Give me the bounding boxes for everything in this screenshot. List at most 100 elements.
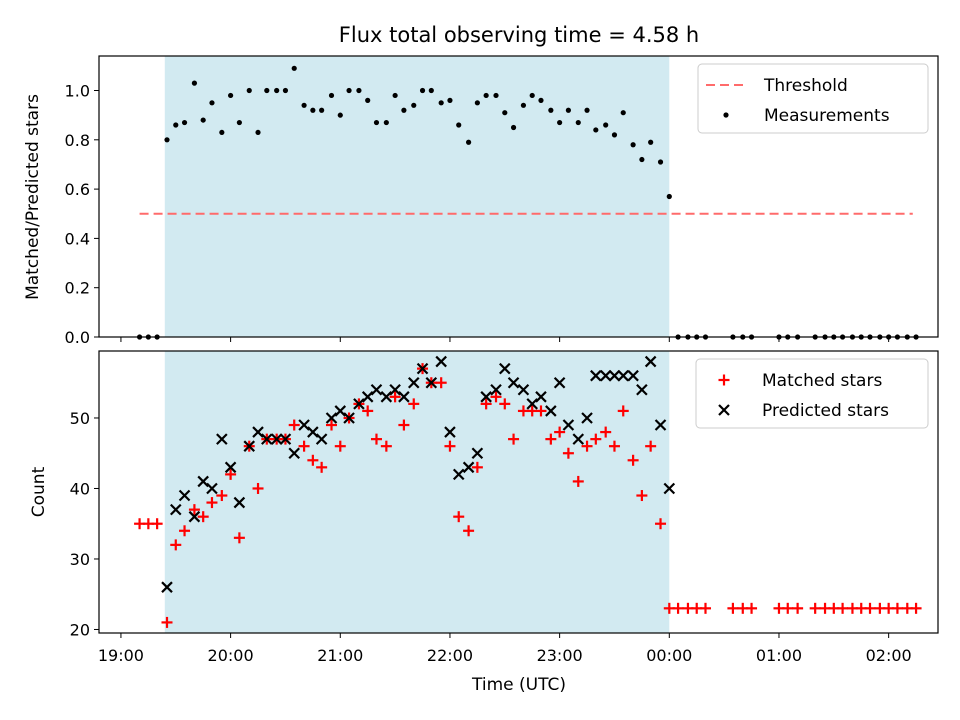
measurement-point xyxy=(310,107,316,113)
matched-star-point xyxy=(490,391,502,403)
measurement-point xyxy=(383,119,389,126)
predicted-star-point xyxy=(499,362,511,375)
matched-star-point xyxy=(444,440,456,452)
predicted-star-point xyxy=(490,383,502,396)
measurement-point xyxy=(520,102,527,108)
top-y-axis-label: Matched/Predicted stars xyxy=(23,94,43,300)
measurement-point xyxy=(648,139,654,145)
top-legend: Threshold Measurements xyxy=(697,63,929,134)
top-y-tick-label: 0.6 xyxy=(65,180,90,199)
measurement-point xyxy=(493,92,499,99)
measurement-point xyxy=(548,107,554,113)
predicted-star-point xyxy=(361,391,374,403)
matched-star-point xyxy=(910,602,922,614)
predicted-star-point xyxy=(370,383,383,396)
matched-star-point xyxy=(864,602,876,614)
predicted-star-point xyxy=(572,433,585,445)
measurement-point xyxy=(611,132,618,138)
matched-star-point xyxy=(179,525,191,537)
top-axes-frame xyxy=(98,55,939,338)
measurement-point xyxy=(373,119,380,126)
predicted-star-point xyxy=(425,376,438,389)
matched-star-point xyxy=(837,602,849,614)
chart-title: Flux total observing time = 4.58 h xyxy=(339,23,699,47)
predicted-star-point xyxy=(334,405,347,417)
measurement-point xyxy=(291,65,297,71)
measurement-point xyxy=(173,122,179,128)
matched-star-point xyxy=(389,391,401,403)
measurement-point xyxy=(246,87,252,94)
measurement-point xyxy=(447,97,453,103)
bottom-y-ticks: 20 30 40 50 xyxy=(70,409,99,639)
predicted-star-point xyxy=(526,398,538,410)
predicted-star-point xyxy=(462,461,475,474)
predicted-star-point xyxy=(325,412,338,424)
matched-star-point xyxy=(362,405,374,417)
measurement-point xyxy=(584,107,590,113)
matched-star-point xyxy=(600,426,612,438)
measurement-point xyxy=(301,102,307,108)
measurement-point xyxy=(365,97,371,103)
predicted-star-point xyxy=(654,419,667,431)
predicted-star-point xyxy=(644,355,657,368)
top-panel: 0.0 0.2 0.4 0.6 0.8 1.0 Matched/Predicted sta… xyxy=(23,55,939,347)
matched-star-point xyxy=(499,398,511,410)
measurement-point xyxy=(593,127,599,133)
matched-star-point xyxy=(307,454,319,466)
predicted-star-point xyxy=(353,398,365,410)
measurement-point xyxy=(620,110,626,116)
predicted-star-point xyxy=(608,369,621,382)
measurement-point xyxy=(666,193,672,200)
matched-star-point xyxy=(151,518,163,530)
legend-label: Matched stars xyxy=(762,371,882,391)
bottom-observing-span xyxy=(164,351,670,633)
matched-star-point xyxy=(645,440,657,452)
matched-star-point xyxy=(627,454,639,466)
measurement-point xyxy=(346,87,352,94)
measurement-point xyxy=(474,100,480,106)
predicted-star-point xyxy=(407,376,420,389)
top-x-ticks xyxy=(120,337,890,342)
measurement-point xyxy=(209,100,215,106)
predicted-star-point xyxy=(627,369,639,382)
measurement-point xyxy=(438,100,444,106)
matched-star-point xyxy=(572,475,584,487)
measurement-point xyxy=(419,87,426,94)
bottom-y-tick-label: 20 xyxy=(70,620,90,639)
matched-star-point xyxy=(636,490,648,502)
count-points xyxy=(134,355,922,628)
legend-predicted-swatch xyxy=(718,404,730,416)
top-y-ticks: 0.0 0.2 0.4 0.6 0.8 1.0 xyxy=(65,82,99,347)
measurement-point xyxy=(557,119,563,126)
matched-star-point xyxy=(334,440,346,452)
predicted-star-point xyxy=(663,482,676,495)
matched-star-point xyxy=(617,405,629,417)
measurement-point xyxy=(630,142,636,148)
measurement-point xyxy=(565,107,572,113)
measurement-point xyxy=(483,92,489,99)
predicted-star-point xyxy=(307,426,319,438)
matched-star-point xyxy=(288,419,300,431)
measurement-point xyxy=(274,87,280,94)
matched-star-point xyxy=(608,440,620,452)
matched-star-point xyxy=(161,616,173,628)
matched-star-point xyxy=(792,602,804,614)
measurement-point xyxy=(428,87,434,94)
predicted-star-point xyxy=(216,433,228,445)
predicted-star-point xyxy=(444,426,456,438)
predicted-star-point xyxy=(197,475,209,488)
measurement-point xyxy=(264,87,270,94)
measurement-point xyxy=(603,122,609,128)
measurement-point xyxy=(337,112,343,118)
predicted-star-point xyxy=(178,489,191,502)
legend-matched-swatch xyxy=(718,374,730,386)
x-tick-label: 21:00 xyxy=(317,646,363,665)
predicted-star-point xyxy=(224,461,237,474)
predicted-star-point xyxy=(452,468,465,481)
matched-star-point xyxy=(554,426,566,438)
matched-star-point xyxy=(170,539,182,551)
predicted-star-point xyxy=(233,496,246,509)
measurement-point xyxy=(282,87,289,94)
top-y-tick-label: 0.4 xyxy=(65,229,90,248)
x-axis-label: Time (UTC) xyxy=(471,675,566,695)
